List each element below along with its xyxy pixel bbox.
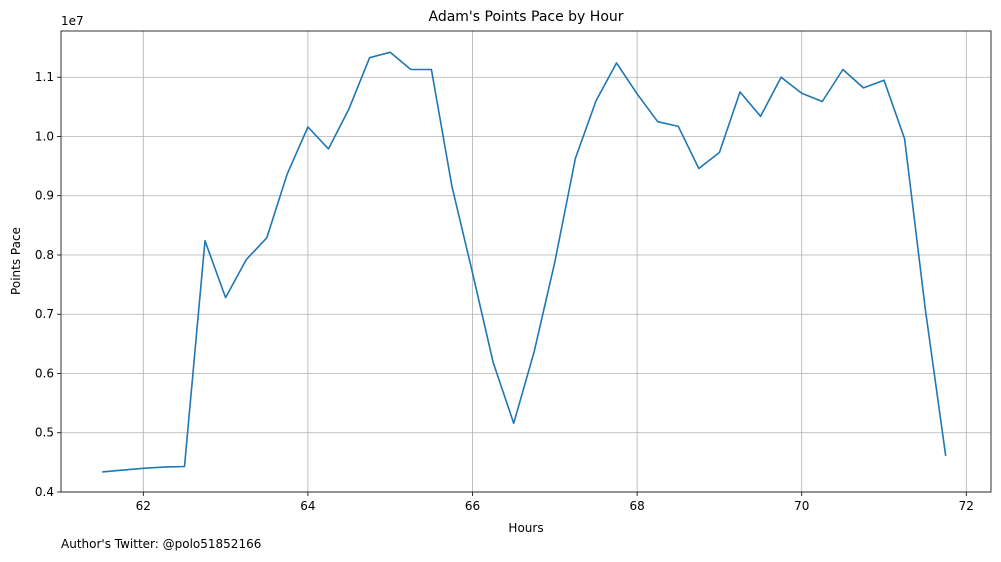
y-offset-label: 1e7 bbox=[61, 14, 84, 28]
x-axis: 62 64 66 68 70 72 bbox=[136, 492, 974, 513]
y-tick-label: 1.1 bbox=[35, 70, 54, 84]
series-line bbox=[102, 52, 946, 472]
grid bbox=[61, 31, 991, 492]
y-tick-label: 0.5 bbox=[35, 426, 54, 440]
x-tick-label: 64 bbox=[300, 499, 315, 513]
chart-title: Adam's Points Pace by Hour bbox=[428, 9, 623, 25]
axes-frame bbox=[61, 31, 991, 492]
plot-frame bbox=[61, 31, 991, 492]
x-tick-label: 66 bbox=[465, 499, 480, 513]
x-tick-label: 68 bbox=[629, 499, 644, 513]
y-tick-label: 0.4 bbox=[35, 485, 54, 499]
y-tick-label: 0.8 bbox=[35, 248, 54, 262]
y-tick-label: 0.6 bbox=[35, 366, 54, 380]
y-tick-label: 0.7 bbox=[35, 307, 54, 321]
y-tick-label: 0.9 bbox=[35, 189, 54, 203]
x-tick-label: 62 bbox=[136, 499, 151, 513]
y-axis-label: Points Pace bbox=[9, 227, 23, 295]
author-credit: Author's Twitter: @polo51852166 bbox=[61, 537, 261, 551]
series-line-layer bbox=[102, 52, 946, 472]
x-tick-label: 72 bbox=[959, 499, 974, 513]
y-tick-label: 1.0 bbox=[35, 129, 54, 143]
y-axis: 0.4 0.5 0.6 0.7 0.8 0.9 1.0 1.1 bbox=[35, 70, 61, 499]
x-axis-label: Hours bbox=[508, 521, 543, 535]
x-tick-label: 70 bbox=[794, 499, 809, 513]
